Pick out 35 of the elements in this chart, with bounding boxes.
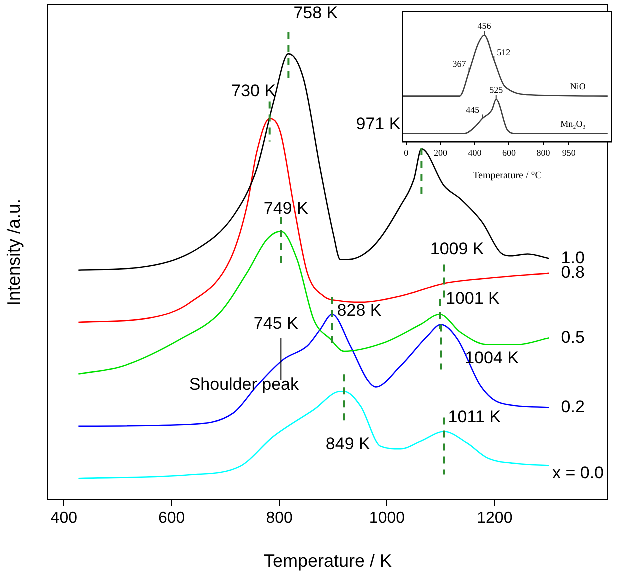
x-tick-label: 200: [434, 148, 448, 158]
annotation: 512: [497, 47, 511, 58]
x-axis-title: Temperature / K: [264, 551, 392, 572]
annotation: Shoulder peak: [189, 374, 300, 394]
annotation: 749 K: [264, 199, 310, 218]
annotation: 1001 K: [446, 289, 501, 308]
annotation: 1011 K: [448, 407, 502, 426]
annotation: 456: [478, 20, 492, 31]
annotation: 730 K: [232, 81, 277, 100]
annotation: 849 K: [326, 434, 372, 454]
x-tick-label: 600: [502, 148, 516, 158]
series-label: Mn₂O₃: [560, 119, 586, 130]
series-label: 0.2: [561, 397, 585, 416]
x-tick-label: 600: [158, 510, 186, 528]
x-tick-label: 400: [468, 148, 482, 158]
annotation: 367: [452, 59, 467, 70]
x-tick-label: 800: [536, 148, 551, 158]
x-tick-label: 1000: [369, 510, 406, 528]
y-axis-title: Intensity /a.u.: [4, 198, 24, 306]
annotation: 758 K: [294, 4, 339, 23]
x-tick-label: 0: [404, 148, 410, 158]
annotation: 828 K: [337, 301, 382, 320]
annotation: 971 K: [356, 114, 402, 134]
x-tick-label: 400: [50, 510, 78, 528]
annotation: 445: [466, 105, 480, 116]
series-label: x = 0.0: [552, 463, 604, 482]
x-tick-label: 800: [266, 510, 293, 528]
annotation: 525: [490, 84, 504, 95]
series-label: NiO: [570, 82, 586, 92]
annotation: 1009 K: [430, 239, 485, 258]
x-tick-label: 1200: [477, 510, 513, 528]
x-tick-label: 950: [562, 148, 576, 158]
x-axis-title: Temperature / °C: [473, 170, 542, 182]
series-label: 0.5: [561, 328, 585, 347]
annotation: 745 K: [254, 314, 300, 333]
